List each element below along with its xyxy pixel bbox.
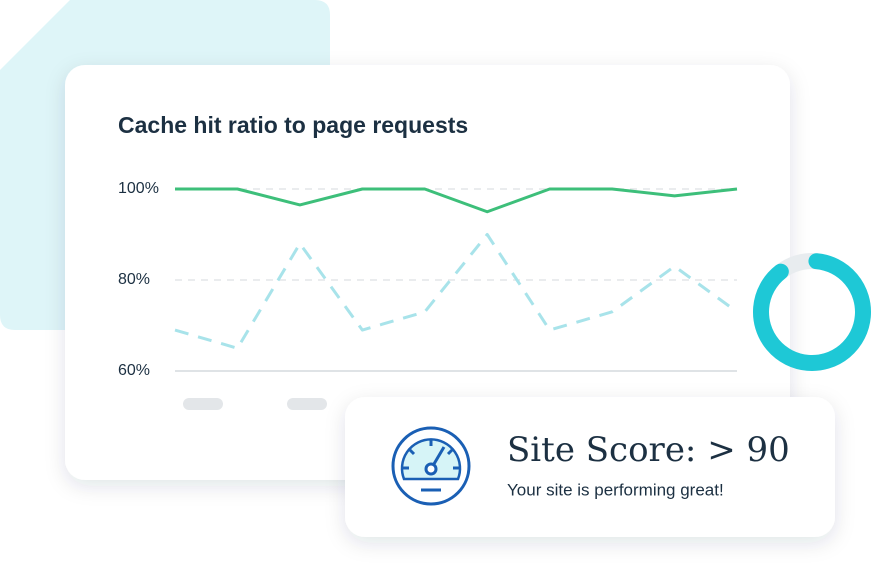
y-tick-label: 60% <box>118 362 150 379</box>
line-series <box>175 187 738 214</box>
chart-title: Cache hit ratio to page requests <box>118 112 468 138</box>
x-label-placeholder <box>287 398 327 410</box>
y-tick-label: 80% <box>118 271 150 288</box>
x-label-placeholder <box>183 398 223 410</box>
donut-arc <box>753 252 871 371</box>
score-title: Site Score: > 90 <box>507 430 790 470</box>
gauge-icon <box>391 426 471 506</box>
y-tick-label: 100% <box>118 180 159 197</box>
score-card <box>345 397 835 537</box>
score-subtitle: Your site is performing great! <box>507 480 724 499</box>
donut <box>753 252 871 371</box>
chart-card <box>65 65 790 480</box>
line-series <box>174 233 738 350</box>
plot: 60% 80% 100% <box>118 180 738 379</box>
